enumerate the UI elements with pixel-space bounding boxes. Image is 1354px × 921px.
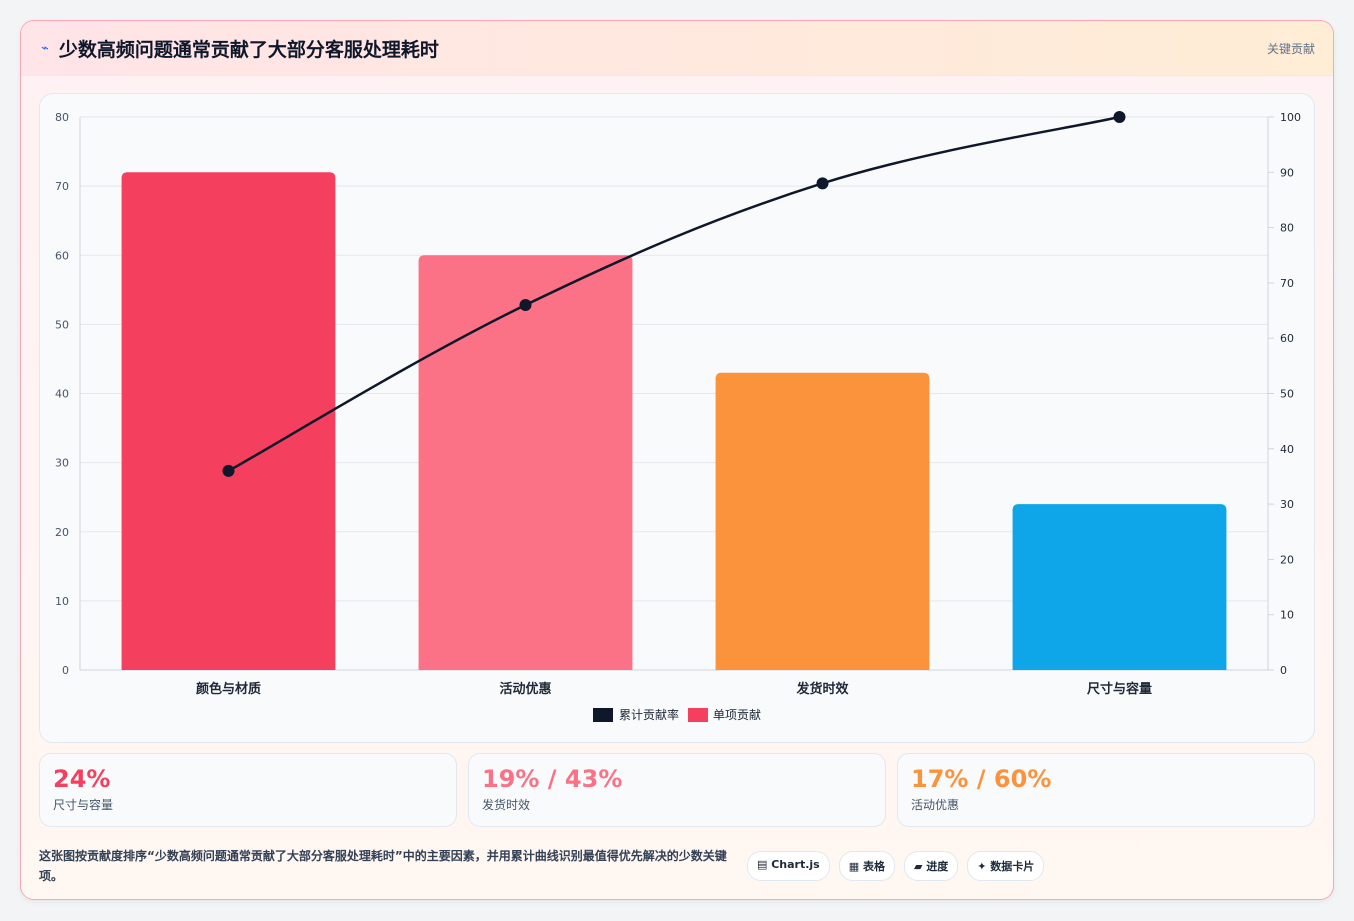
card-footer: 这张图按贡献度排序“少数高频问题通常贡献了大部分客服处理耗时”中的主要因素，并用… [39,841,1315,891]
y-tick-label: 10 [55,595,69,608]
y-tick-label: 20 [55,526,69,539]
stat-label: 发货时效 [482,798,531,812]
chip-list: ▤ Chart.js ▦ 表格 ▰ 进度 ✦ 数据卡片 [747,851,1045,881]
line-point [816,177,829,190]
stats-row: 24% 尺寸与容量 19% / 43% 发货时效 17% / 60% 活动优惠 [39,753,1315,827]
y-tick-label: 60 [55,249,69,262]
card-title: 少数高频问题通常贡献了大部分客服处理耗时 [58,38,439,61]
stat-value: 19% / 43% [482,765,623,793]
stat-value: 24% [53,765,111,793]
x-tick-label: 颜色与材质 [196,681,261,697]
y-tick-label: 30 [55,457,69,470]
y2-tick-label: 30 [1280,498,1294,511]
bar [1012,504,1227,670]
y2-tick-label: 80 [1280,222,1294,235]
y2-tick-label: 20 [1280,553,1294,566]
y-tick-label: 50 [55,318,69,331]
stat-card-1: 24% 尺寸与容量 [39,753,457,827]
trend-icon: ⌁ [41,40,49,56]
chart-panel: 0 10 20 30 40 50 60 70 80 0 10 20 30 40 50 60 70 80 90 100 颜… [39,93,1315,743]
y2-tick-label: 50 [1280,388,1294,401]
title-wrap: ⌁ 少数高频问题通常贡献了大部分客服处理耗时 [41,35,439,62]
chip-table[interactable]: ▦ 表格 [838,851,895,881]
y2-tick-label: 60 [1280,332,1294,345]
line-point [1113,111,1126,123]
bar [121,172,336,671]
y2-tick-label: 70 [1280,277,1294,290]
cumulative-line [227,115,1120,473]
legend-label: 单项贡献 [713,707,761,722]
chart-description: 这张图按贡献度排序“少数高频问题通常贡献了大部分客服处理耗时”中的主要因素，并用… [39,849,727,883]
y2-tick-label: 100 [1280,111,1301,124]
stat-label: 尺寸与容量 [53,798,114,812]
chip-data-cards[interactable]: ✦ 数据卡片 [967,851,1045,881]
stat-label: 活动优惠 [911,798,960,812]
y-tick-label: 40 [55,388,69,401]
legend-swatch-bar [688,708,708,722]
legend-swatch-line [593,708,613,722]
y2-tick-label: 0 [1280,664,1287,677]
legend-label: 累计贡献率 [619,707,679,722]
y-tick-label: 80 [55,111,69,124]
stat-card-3: 17% / 60% 活动优惠 [897,753,1315,827]
header-tag: 关键贡献 [1266,41,1315,56]
y-tick-label: 0 [62,664,69,677]
bar [715,372,930,670]
y2-tick-label: 10 [1280,609,1294,622]
y2-tick-label: 40 [1280,443,1294,456]
pareto-chart: 0 10 20 30 40 50 60 70 80 0 10 20 30 40 50 60 70 80 90 100 颜… [55,111,1301,722]
card-header: ⌁ 少数高频问题通常贡献了大部分客服处理耗时 关键贡献 [21,21,1333,76]
x-tick-label: 活动优惠 [499,681,551,697]
x-tick-label: 发货时效 [795,681,849,697]
chip-chartjs[interactable]: ▤ Chart.js [747,851,830,881]
y-tick-label: 70 [55,180,69,193]
bar [418,255,633,670]
line-point [519,299,532,312]
line-point [222,464,235,477]
chart-card: ⌁ 少数高频问题通常贡献了大部分客服处理耗时 关键贡献 0 10 20 30 40 50 6… [20,20,1334,900]
chip-progress[interactable]: ▰ 进度 [903,851,959,881]
stat-value: 17% / 60% [911,765,1052,793]
x-tick-label: 尺寸与容量 [1087,681,1152,697]
stat-card-2: 19% / 43% 发货时效 [468,753,886,827]
y2-tick-label: 90 [1280,166,1294,179]
